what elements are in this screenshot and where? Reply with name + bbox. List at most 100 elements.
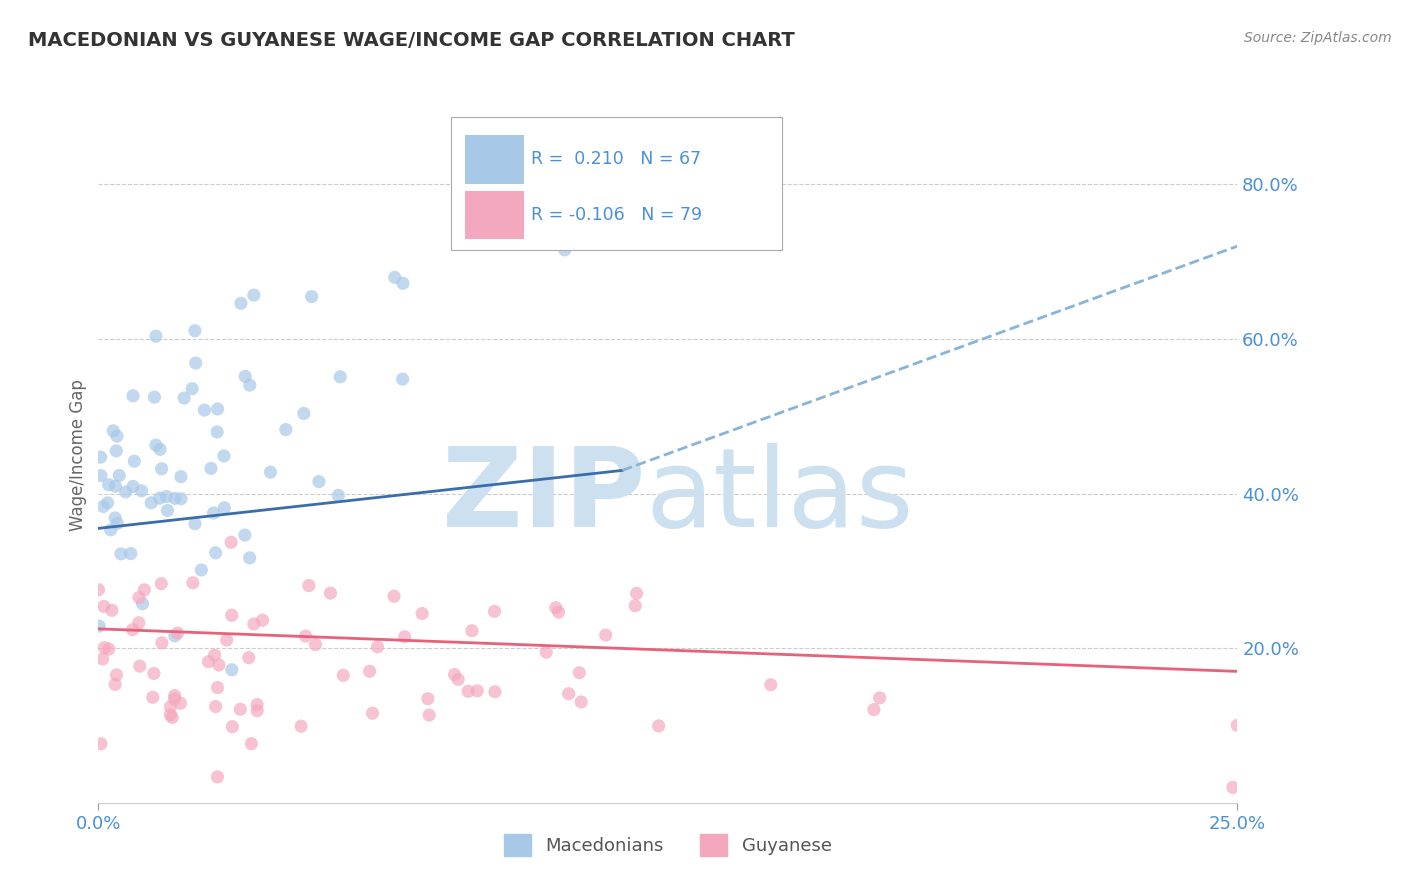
Point (246, 698, 269, 712)
Point (142, 666, 165, 681)
Point (170, 469, 193, 483)
Point (465, 683, 488, 698)
Point (759, 678, 782, 692)
Point (544, 600, 567, 615)
Text: ZIP: ZIP (441, 443, 645, 550)
Point (382, 589, 405, 603)
Text: R =  0.210   N = 67: R = 0.210 N = 67 (531, 150, 702, 169)
Point (105, 516, 128, 531)
Point (145, 329, 167, 343)
Point (221, 720, 243, 734)
Point (215, 632, 238, 647)
Point (332, 668, 354, 682)
Text: Source: ZipAtlas.com: Source: ZipAtlas.com (1244, 31, 1392, 45)
Point (863, 702, 886, 716)
Point (163, 692, 186, 706)
Point (122, 479, 145, 493)
Point (90, 737, 112, 751)
Point (274, 423, 297, 437)
Point (304, 638, 326, 652)
Point (105, 429, 128, 443)
Point (308, 475, 330, 489)
Point (128, 591, 150, 605)
Point (219, 535, 242, 549)
Point (124, 454, 146, 468)
Point (568, 665, 591, 680)
Point (134, 582, 156, 597)
Point (131, 597, 153, 611)
Point (110, 547, 132, 561)
Point (150, 636, 173, 650)
Point (193, 403, 215, 417)
Point (418, 708, 440, 723)
Point (238, 650, 260, 665)
Point (155, 490, 177, 504)
Point (626, 586, 648, 600)
Point (108, 468, 131, 483)
Point (205, 425, 228, 439)
Point (233, 528, 256, 542)
Point (184, 516, 207, 531)
Point (292, 407, 315, 421)
Point (301, 289, 323, 303)
Point (204, 546, 226, 560)
Point (105, 668, 128, 682)
Point (243, 617, 266, 632)
Point (90, 468, 112, 483)
Point (361, 706, 384, 721)
Point (259, 465, 281, 479)
Point (149, 491, 172, 505)
Point (294, 629, 316, 643)
Point (89, 619, 111, 633)
Point (394, 630, 416, 644)
Point (359, 665, 381, 679)
Point (181, 382, 204, 396)
Point (97, 642, 120, 657)
Point (208, 657, 231, 672)
Text: MACEDONIAN VS GUYANESE WAGE/INCOME GAP CORRELATION CHART: MACEDONIAN VS GUYANESE WAGE/INCOME GAP C… (28, 31, 794, 50)
Point (207, 770, 229, 784)
Point (557, 687, 579, 701)
Point (104, 511, 127, 525)
Point (239, 378, 262, 392)
Point (141, 496, 163, 510)
Point (1226, 718, 1249, 732)
Point (484, 604, 506, 618)
Point (240, 737, 263, 751)
Point (384, 270, 406, 285)
Point (207, 401, 229, 416)
Point (163, 629, 186, 643)
Point (411, 607, 433, 621)
Point (128, 659, 150, 673)
Point (100, 523, 122, 537)
Point (1222, 780, 1244, 795)
Point (229, 702, 252, 716)
Point (329, 369, 352, 384)
FancyBboxPatch shape (465, 191, 524, 239)
Point (447, 673, 470, 687)
Point (624, 599, 647, 613)
FancyBboxPatch shape (451, 118, 782, 250)
Point (163, 689, 186, 703)
Point (169, 696, 191, 710)
Point (163, 491, 186, 506)
Point (181, 575, 204, 590)
Point (221, 663, 243, 677)
Point (252, 613, 274, 627)
Point (290, 719, 312, 733)
Point (200, 461, 222, 475)
Point (298, 578, 321, 592)
Point (122, 389, 145, 403)
Point (114, 485, 136, 500)
Point (91, 500, 114, 514)
Point (869, 690, 891, 705)
Point (121, 623, 143, 637)
Point (554, 243, 576, 257)
Point (443, 667, 465, 681)
Point (184, 324, 207, 338)
Point (392, 277, 415, 291)
Point (105, 443, 128, 458)
Point (319, 586, 342, 600)
Y-axis label: Wage/Income Gap: Wage/Income Gap (69, 379, 87, 531)
FancyBboxPatch shape (465, 135, 524, 184)
